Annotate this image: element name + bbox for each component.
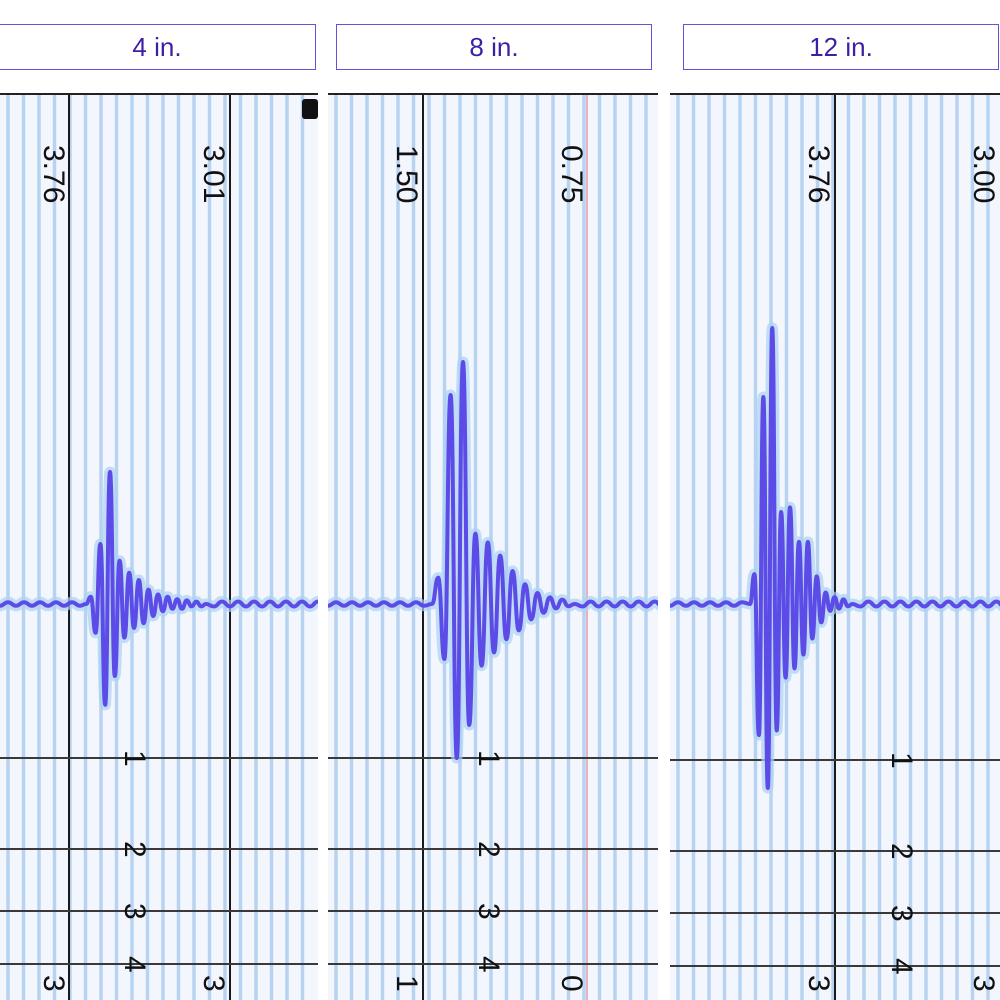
time-marker-label: 3.76 xyxy=(37,145,70,203)
bottom-label: 1 xyxy=(390,975,423,992)
time-marker-label: 3.01 xyxy=(197,145,230,203)
level-label: 4 xyxy=(885,958,918,975)
waveform-chart-4-in: 3.76 3.01 1 2 3 4 3 3 xyxy=(0,95,318,1000)
tab-8-in[interactable]: 8 in. xyxy=(336,24,652,70)
level-label: 1 xyxy=(118,750,151,767)
level-label: 4 xyxy=(118,956,151,973)
time-marker-label: 3.76 xyxy=(802,145,835,203)
level-label: 3 xyxy=(472,903,505,920)
tab-4-in[interactable]: 4 in. xyxy=(0,24,316,70)
bottom-label: 0 xyxy=(555,975,588,992)
corner-mark xyxy=(302,99,318,119)
waveform-trace xyxy=(0,470,318,707)
waveform-panel-8-in: 1.50 0.75 1 2 3 4 1 0 xyxy=(328,93,658,1000)
tab-12-in[interactable]: 12 in. xyxy=(683,24,999,70)
level-label: 2 xyxy=(118,841,151,858)
bottom-label: 3 xyxy=(197,975,230,992)
time-marker-label: 0.75 xyxy=(555,145,588,203)
level-label: 2 xyxy=(472,841,505,858)
waveform-trace xyxy=(328,360,658,760)
level-label: 3 xyxy=(885,905,918,922)
level-label: 2 xyxy=(885,843,918,860)
bottom-label: 3 xyxy=(802,975,835,992)
level-label: 1 xyxy=(885,752,918,769)
waveform-trace xyxy=(670,326,1000,790)
bottom-label: 3 xyxy=(37,975,70,992)
level-label: 1 xyxy=(472,750,505,767)
bottom-label: 3 xyxy=(967,975,1000,992)
time-marker-label: 1.50 xyxy=(390,145,423,203)
level-label: 3 xyxy=(118,903,151,920)
waveform-panel-12-in: 3.76 3.00 1 2 3 4 3 3 xyxy=(670,93,1000,1000)
waveform-panel-4-in: 3.76 3.01 1 2 3 4 3 3 xyxy=(0,93,318,1000)
waveform-chart-8-in: 1.50 0.75 1 2 3 4 1 0 xyxy=(328,95,658,1000)
level-label: 4 xyxy=(472,956,505,973)
waveform-chart-12-in: 3.76 3.00 1 2 3 4 3 3 xyxy=(670,95,1000,1000)
time-marker-label: 3.00 xyxy=(967,145,1000,203)
